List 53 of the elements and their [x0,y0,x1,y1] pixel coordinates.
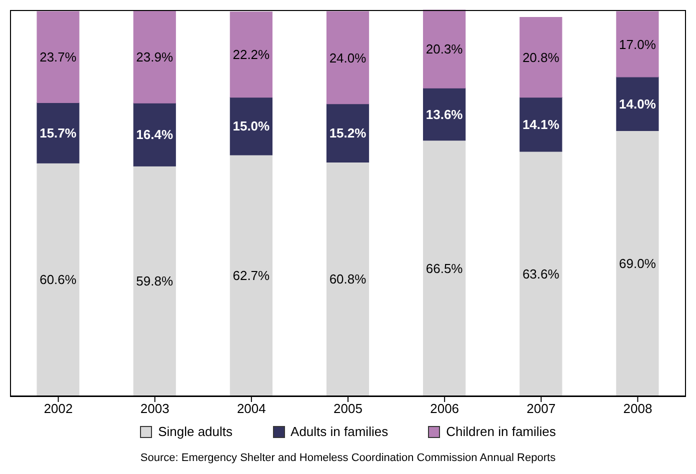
source-note: Source: Emergency Shelter and Homeless Coordination Commission Annual Reports [139,452,557,464]
data-label: 24.0% [329,50,367,66]
data-label: 20.8% [522,50,560,65]
bar [520,151,562,396]
data-label: 15.2% [329,126,367,141]
x-tick-label: 2002 [44,401,73,416]
x-tick-label: 2007 [526,401,556,416]
data-label: 62.7% [232,268,270,284]
data-label: 22.2% [232,47,270,62]
bar [616,11,659,78]
bar [36,162,80,396]
bar [230,12,272,98]
x-tick-label: 2005 [334,401,362,416]
data-label: 23.7% [40,50,77,65]
bar [326,162,370,396]
legend-label: Children in families [445,424,556,439]
legend-label: Adults in families [290,424,388,439]
bar [36,102,80,164]
bar [520,17,562,98]
bar [520,96,562,152]
data-label: 69.0% [619,256,656,271]
data-label: 60.8% [329,272,367,287]
bar [423,10,466,88]
x-tick-label: 2006 [430,401,460,416]
data-label: 20.3% [426,42,464,57]
data-label: 15.0% [232,118,270,134]
x-tick-label: 2004 [236,401,266,416]
data-label: 16.4% [136,127,174,142]
legend-label: Single adults [157,424,233,439]
bar [616,130,659,396]
data-label: 13.6% [426,106,464,122]
bar [230,154,272,396]
data-label: 60.6% [40,272,77,288]
x-tick-label: 2003 [140,401,170,416]
bar [326,104,370,163]
bar [326,11,370,104]
data-label: 23.9% [136,50,174,65]
data-label: 17.0% [619,36,656,52]
bar [36,11,80,103]
bar [230,96,272,156]
bar [423,88,466,141]
bar [133,102,176,166]
data-label: 59.8% [136,274,174,289]
data-label: 14.0% [619,96,656,112]
data-label: 15.7% [40,125,77,140]
bar [133,10,176,104]
bar [423,140,466,396]
x-tick-label: 2008 [623,401,652,416]
bar [616,76,659,132]
data-label: 14.1% [522,116,560,132]
data-label: 63.6% [522,266,560,282]
bar [133,166,176,396]
data-label: 66.5% [426,260,464,276]
